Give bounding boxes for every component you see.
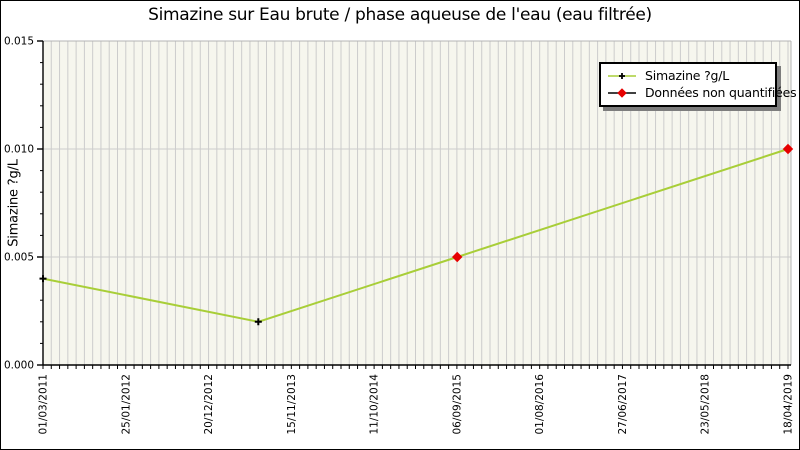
- y-tick-label: 0.015: [4, 36, 34, 48]
- x-tick-label: 25/01/2012: [120, 374, 132, 435]
- x-tick-label: 01/03/2011: [38, 374, 50, 435]
- legend-label-simazine: Simazine ?g/L: [645, 68, 730, 83]
- x-tick-label: 15/11/2013: [286, 374, 298, 435]
- series-line: [42, 148, 789, 323]
- x-tick-label: 11/10/2014: [369, 374, 381, 435]
- data-point-diamond-marker: [452, 251, 463, 263]
- data-point-diamond-marker: [782, 143, 794, 155]
- x-tick-label: 23/05/2018: [700, 374, 712, 435]
- x-tick-label: 18/04/2019: [783, 374, 795, 435]
- legend-line-plus-icon: [608, 72, 636, 79]
- x-tick-label: 27/06/2017: [617, 374, 629, 435]
- data-point-plus-marker: [254, 318, 262, 326]
- legend-item-simazine: Simazine ?g/L: [607, 67, 769, 84]
- x-tick-label: 20/12/2012: [203, 374, 215, 435]
- y-tick-label: 0.005: [4, 252, 34, 264]
- x-tick-label: 06/09/2015: [451, 374, 463, 435]
- legend-label-non-quantifiees: Données non quantifiées: [645, 85, 797, 100]
- data-point-plus-marker: [39, 275, 47, 283]
- chart-title: Simazine sur Eau brute / phase aqueuse d…: [148, 5, 652, 25]
- legend-item-non-quantifiees: Données non quantifiées: [607, 84, 797, 101]
- legend-box: Simazine ?g/L Données non quantifiées: [599, 62, 797, 107]
- legend-line-diamond-icon: [608, 87, 636, 98]
- x-tick-label: 01/08/2016: [534, 374, 546, 435]
- y-tick-label: 0.000: [4, 360, 34, 372]
- y-tick-label: 0.010: [4, 144, 34, 156]
